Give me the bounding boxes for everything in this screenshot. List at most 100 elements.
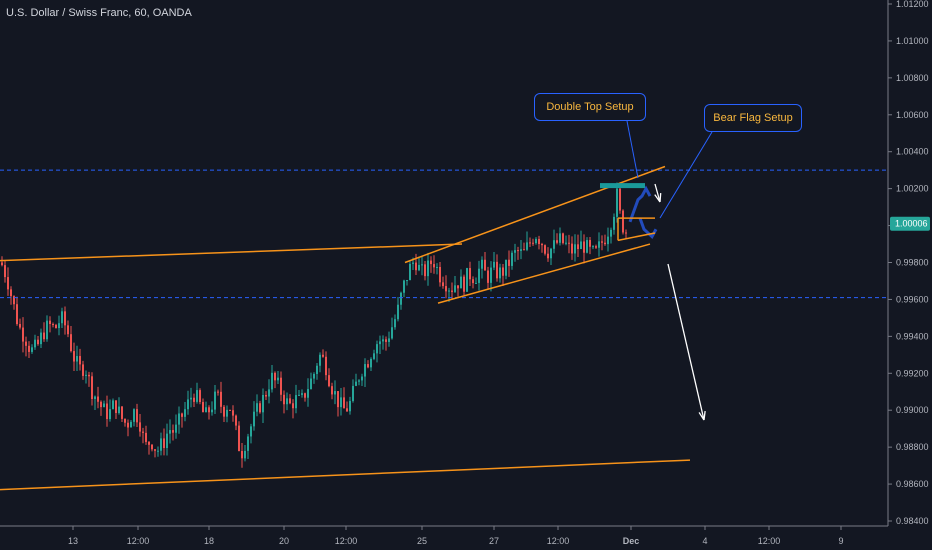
candle-body: [517, 250, 519, 252]
candle-body: [1, 262, 3, 266]
channel-upper-line: [404, 165, 666, 264]
candle-body: [505, 259, 507, 276]
candle-body: [298, 394, 300, 396]
candle-body: [34, 339, 36, 348]
candle-body: [463, 276, 465, 292]
candle-body: [232, 410, 234, 416]
candle-body: [193, 397, 195, 402]
candle-body: [295, 395, 297, 409]
time-axis: 13 12:00 18 20 12:00 25 27 12:00 Dec 4 12:00 9: [0, 525, 888, 546]
double-top-pointer: [626, 120, 639, 179]
candle-body: [373, 353, 375, 359]
candle-body: [616, 188, 618, 217]
candle-body: [166, 433, 168, 448]
candle-body: [583, 241, 585, 253]
candle-body: [589, 240, 591, 247]
candle-body: [571, 243, 573, 254]
candle-body: [22, 327, 24, 342]
candle-body: [394, 319, 396, 328]
candle-body: [271, 372, 273, 390]
candle-body: [142, 431, 144, 433]
candle-body: [64, 311, 66, 326]
candle-body: [469, 268, 471, 280]
y-tick-label: 0.99000: [896, 405, 929, 415]
candle-body: [343, 397, 345, 409]
candle-body: [217, 391, 219, 393]
candle-body: [334, 391, 336, 395]
candle-body: [568, 242, 570, 244]
candle-body: [424, 264, 426, 277]
candle-body: [238, 425, 240, 452]
candle-body: [403, 280, 405, 293]
candle-body: [601, 241, 603, 243]
candle-body: [88, 374, 90, 377]
candle-body: [70, 334, 72, 352]
candle-body: [502, 267, 504, 276]
candle-body: [37, 339, 39, 345]
candle-body: [379, 341, 381, 345]
candle-body: [151, 444, 153, 450]
trendline-upper-left: [0, 243, 463, 262]
candle-body: [541, 244, 543, 246]
candle-body: [250, 426, 252, 437]
candle-body: [223, 406, 225, 417]
candle-body: [382, 339, 384, 342]
x-tick-label: 4: [702, 536, 707, 546]
candle-body: [145, 432, 147, 442]
candle-body: [610, 229, 612, 237]
candle-body: [598, 241, 600, 248]
candle-body: [304, 393, 306, 398]
candle-body: [169, 430, 171, 434]
candle-body: [157, 450, 159, 452]
candle-body: [130, 421, 132, 428]
candle-body: [499, 267, 501, 279]
candle-body: [448, 290, 450, 292]
candle-body: [544, 245, 546, 254]
candle-body: [211, 409, 213, 413]
y-tick-label: 0.99200: [896, 368, 929, 378]
candle-body: [328, 375, 330, 387]
arrow-bear-target-head-a: [698, 412, 705, 421]
candle-body: [259, 403, 261, 413]
candle-body: [292, 403, 294, 409]
candle-body: [283, 394, 285, 405]
candle-body: [460, 276, 462, 289]
candle-body: [148, 441, 150, 445]
x-tick-label: 12:00: [335, 536, 358, 546]
candle-body: [265, 395, 267, 397]
candle-body: [574, 244, 576, 254]
candle-body: [61, 311, 63, 324]
candle-body: [190, 397, 192, 400]
candle-body: [385, 339, 387, 342]
candle-body: [433, 264, 435, 268]
candle-body: [367, 364, 369, 368]
candle-body: [370, 358, 372, 368]
candle-body: [160, 438, 162, 451]
candle-body: [565, 242, 567, 244]
candle-body: [310, 378, 312, 390]
candle-body: [325, 356, 327, 376]
x-tick-label: 12:00: [758, 536, 781, 546]
candle-body: [85, 374, 87, 376]
candle-body: [562, 233, 564, 244]
y-tick-label: 1.00800: [896, 73, 929, 83]
candle-body: [154, 449, 156, 451]
y-tick-label: 1.01000: [896, 36, 929, 46]
candle-body: [115, 400, 117, 414]
candle-body: [523, 249, 525, 251]
candle-body: [73, 351, 75, 362]
candle-body: [445, 286, 447, 292]
y-tick-label: 0.98800: [896, 442, 929, 452]
candle-body: [313, 373, 315, 379]
candle-body: [580, 241, 582, 250]
candle-body: [49, 320, 51, 324]
candle-body: [82, 364, 84, 376]
arrow-double-top: [654, 183, 661, 203]
candle-body: [262, 395, 264, 413]
price-axis: 1.01200 1.01000 1.00800 1.00600 1.00400 1.002…: [887, 0, 932, 550]
candle-body: [529, 242, 531, 244]
candle-body: [178, 413, 180, 425]
candle-body: [97, 396, 99, 402]
bear-flag-pointer: [659, 131, 713, 219]
